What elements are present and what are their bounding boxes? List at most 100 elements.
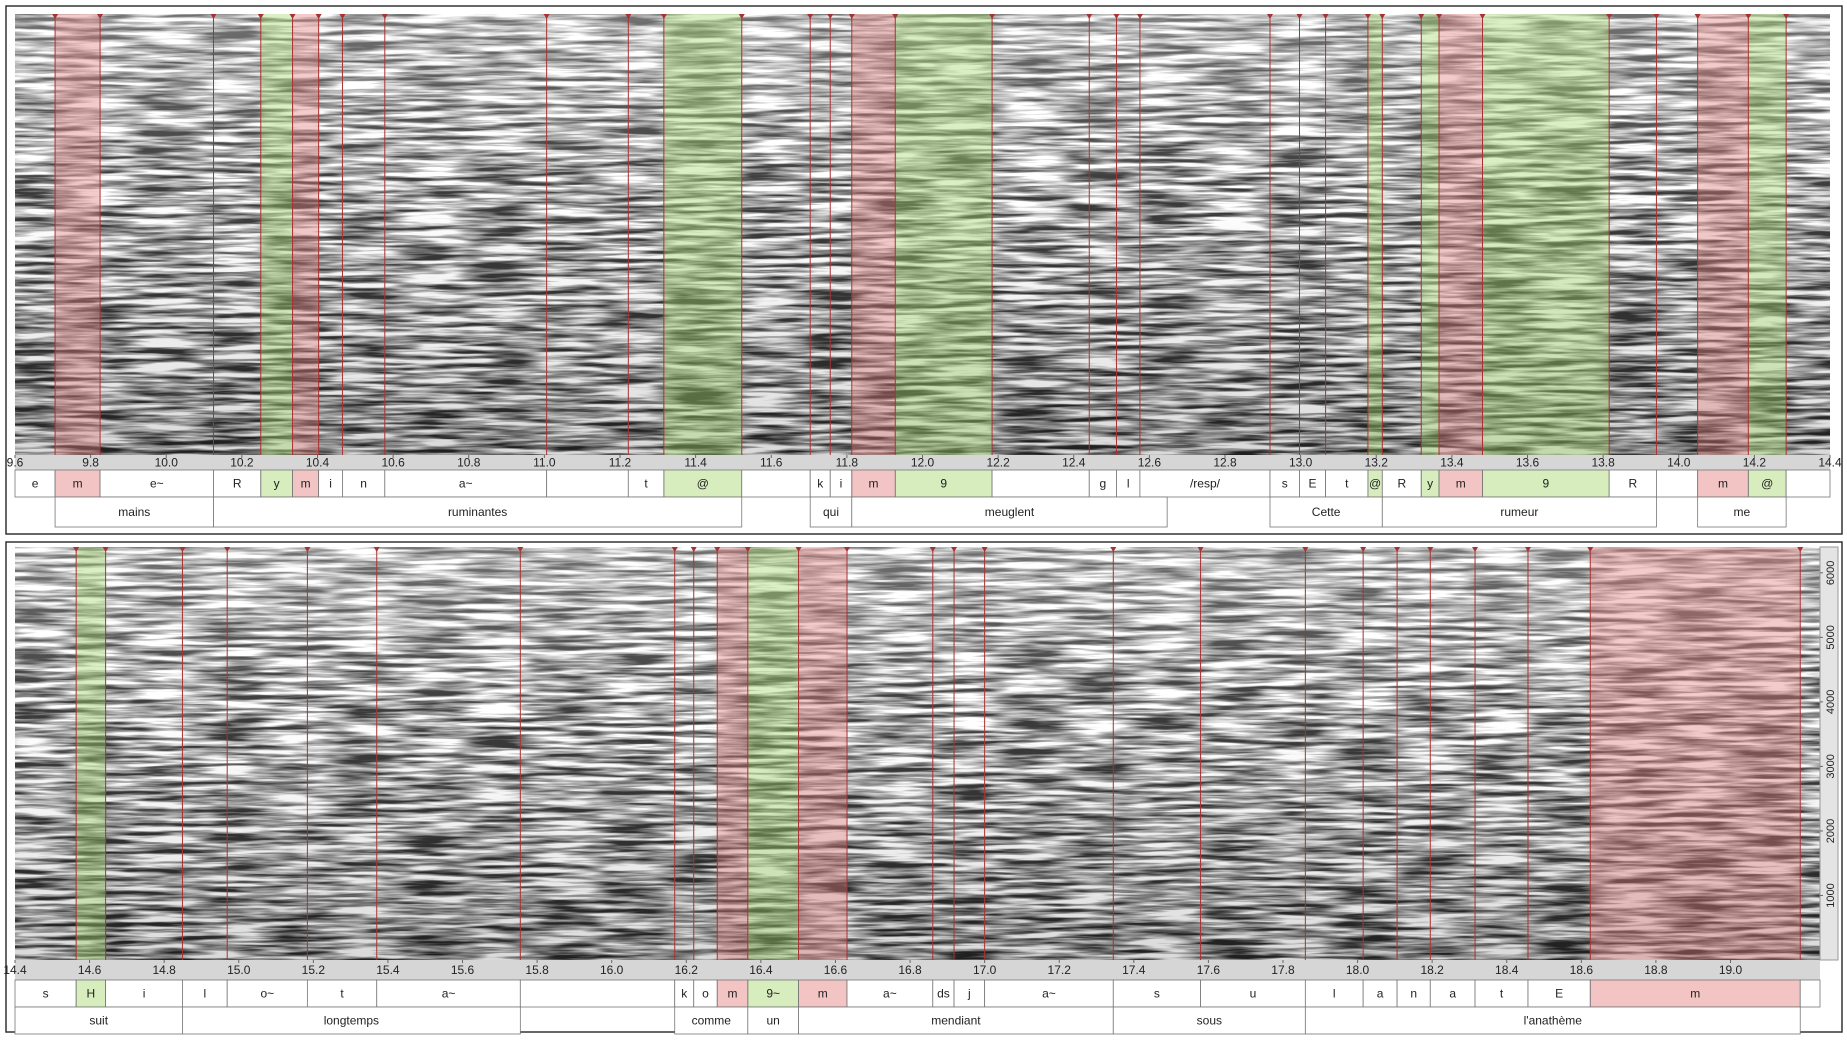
boundary-marker <box>1797 547 1804 552</box>
tier-interval <box>1747 469 1787 498</box>
x-tick-label: 17.6 <box>1197 963 1221 977</box>
phone-label: @ <box>1369 477 1381 491</box>
boundary-marker <box>844 547 851 552</box>
phone-label: E <box>1555 987 1563 1001</box>
x-tick-label: 18.4 <box>1495 963 1519 977</box>
phone-label: l <box>203 987 206 1001</box>
boundary-marker <box>1418 14 1425 19</box>
tier-interval <box>716 979 749 1008</box>
tier-interval <box>376 979 521 1008</box>
tier-interval <box>213 496 743 528</box>
x-tick-label: 17.8 <box>1271 963 1295 977</box>
phone-label: e~ <box>150 477 164 491</box>
phone-label: i <box>840 477 843 491</box>
x-tick-label: 12.4 <box>1062 456 1086 470</box>
tier-interval <box>1799 979 1821 1008</box>
word-label: longtemps <box>324 1014 379 1028</box>
x-tick-label: 12.8 <box>1213 456 1237 470</box>
tier-interval <box>851 469 896 498</box>
boundary-marker <box>1606 14 1613 19</box>
x-tick-label: 15.4 <box>376 963 400 977</box>
highlight-band <box>1697 14 1749 455</box>
word-label: Cette <box>1312 505 1341 519</box>
word-label: suit <box>89 1014 108 1028</box>
tier-interval <box>1429 979 1476 1008</box>
highlight-band <box>260 14 293 455</box>
phone-label: s <box>1154 987 1160 1001</box>
boundary-marker <box>738 14 745 19</box>
boundary-marker <box>1364 14 1371 19</box>
boundary-marker <box>1136 14 1143 19</box>
boundary-marker <box>795 547 802 552</box>
phone-label: i <box>143 987 146 1001</box>
x-tick-label: 17.4 <box>1122 963 1146 977</box>
x-tick-label: 13.6 <box>1516 456 1540 470</box>
x-tick-label: 14.4 <box>1818 456 1842 470</box>
x-tick-label: 10.0 <box>155 456 179 470</box>
boundary-marker <box>989 14 996 19</box>
tier-interval <box>54 496 214 528</box>
tier-interval <box>213 469 262 498</box>
x-tick-label: 14.8 <box>152 963 176 977</box>
boundary-marker <box>1436 14 1443 19</box>
phone-label: o~ <box>260 987 274 1001</box>
word-label: qui <box>823 505 839 519</box>
x-tick-label: 17.2 <box>1048 963 1072 977</box>
boundary-marker <box>981 547 988 552</box>
highlight-band <box>717 547 748 960</box>
tier-interval <box>1482 469 1610 498</box>
tier-interval <box>741 469 811 498</box>
x-tick-label: 16.0 <box>600 963 624 977</box>
word-label: sous <box>1197 1014 1222 1028</box>
boundary-marker <box>929 547 936 552</box>
phone-label: a~ <box>1042 987 1056 1001</box>
y-tick-label: 1000 <box>1825 883 1837 907</box>
highlight-band <box>895 14 993 455</box>
tier-interval <box>674 1006 749 1035</box>
boundary-marker <box>304 547 311 552</box>
word-label: mains <box>118 505 150 519</box>
phone-label: l <box>1333 987 1336 1001</box>
boundary-marker <box>1086 14 1093 19</box>
x-tick-label: 16.4 <box>749 963 773 977</box>
boundary-marker <box>1587 547 1594 552</box>
boundary-marker <box>289 14 296 19</box>
highlight-band <box>76 547 106 960</box>
tier-interval <box>991 469 1090 498</box>
tier-interval <box>1527 979 1591 1008</box>
tier-interval <box>1589 979 1801 1008</box>
x-tick-label: 15.6 <box>451 963 475 977</box>
boundary-marker <box>744 547 751 552</box>
tier-interval <box>54 469 101 498</box>
phone-label: m <box>1456 477 1466 491</box>
phone-label: l <box>1127 477 1130 491</box>
y-tick-label: 3000 <box>1825 754 1837 778</box>
x-tick-label: 11.8 <box>836 456 859 470</box>
word-label: meuglent <box>985 505 1035 519</box>
x-tick-label: 12.2 <box>986 456 1010 470</box>
tier-interval <box>99 469 214 498</box>
tier-interval <box>1269 496 1383 528</box>
tier-interval <box>1381 496 1657 528</box>
phone-label: a <box>1449 987 1456 1001</box>
boundary-marker <box>1745 14 1752 19</box>
tier-interval <box>809 496 853 528</box>
panel-frame <box>5 5 1843 535</box>
boundary-marker <box>1266 14 1273 19</box>
tier-interval <box>1697 469 1749 498</box>
tier-interval <box>984 979 1114 1008</box>
boundary-marker <box>671 547 678 552</box>
x-tick-label: 15.8 <box>525 963 549 977</box>
boundary-marker <box>1322 14 1329 19</box>
boundary-marker <box>807 14 814 19</box>
highlight-band <box>663 14 742 455</box>
tier-interval <box>798 1006 1114 1035</box>
boundary-marker <box>1113 14 1120 19</box>
phone-label: R <box>233 477 242 491</box>
x-tick-label: 18.8 <box>1644 963 1668 977</box>
phone-label: y <box>274 477 280 491</box>
tier-interval <box>14 1006 183 1035</box>
phone-label: R <box>1397 477 1406 491</box>
x-tick-label: 12.6 <box>1138 456 1162 470</box>
phone-label: t <box>644 477 648 491</box>
